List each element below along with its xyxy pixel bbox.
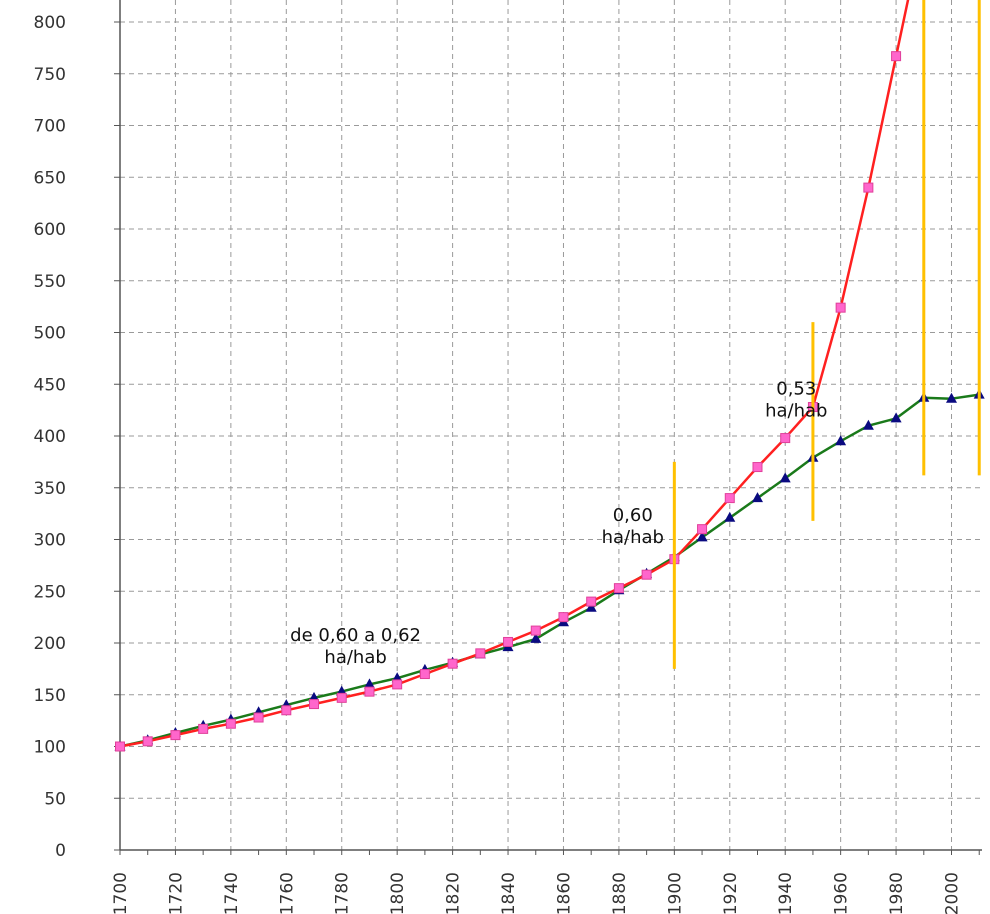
y-tick-label: 600 — [34, 220, 66, 240]
annotation-label: de 0,60 a 0,62 ha/hab — [290, 625, 421, 668]
y-tick-label: 450 — [34, 375, 66, 395]
x-tick-label: 1840 — [499, 872, 519, 914]
data-point-square — [780, 433, 791, 444]
data-point-square — [364, 686, 375, 697]
data-point-triangle — [752, 492, 763, 503]
y-tick-label: 200 — [34, 634, 66, 654]
annotation-line: ha/hab — [602, 527, 664, 548]
data-point-triangle — [530, 632, 542, 643]
x-tick-label: 1860 — [554, 872, 574, 914]
y-tick-label: 300 — [34, 531, 66, 551]
x-tick-label: 2000 — [943, 872, 963, 914]
x-tick-label: 1900 — [665, 872, 685, 914]
y-tick-label: 400 — [34, 427, 66, 447]
y-tick-label: 50 — [44, 789, 66, 809]
data-point-square — [530, 625, 541, 636]
data-point-square — [336, 692, 347, 703]
x-tick-label: 1740 — [222, 872, 242, 914]
data-point-square — [419, 669, 430, 680]
annotation-line: ha/hab — [765, 401, 827, 422]
data-point-square — [309, 699, 320, 710]
y-tick-label: 750 — [34, 65, 66, 85]
annotation-line: de 0,60 a 0,62 — [290, 625, 421, 646]
x-tick-label: 1880 — [610, 872, 630, 914]
y-tick-label: 800 — [34, 13, 66, 33]
annotation-label: 0,53 ha/hab — [765, 379, 827, 422]
data-point-square — [752, 462, 763, 473]
annotation-line: 0,53 — [776, 379, 816, 400]
data-point-square — [281, 705, 292, 716]
x-tick-label: 1980 — [887, 872, 907, 914]
data-point-square — [447, 658, 458, 669]
annotation-label: 0,60 ha/hab — [602, 505, 664, 548]
y-tick-label: 550 — [34, 272, 66, 292]
y-tick-label: 250 — [34, 582, 66, 602]
x-tick-labels: 1700 1720 1740 1760 1780 1800 1820 1840 1860 1880… — [111, 872, 963, 914]
data-point-triangle — [696, 531, 708, 542]
grid-lines — [120, 0, 982, 850]
data-point-square — [641, 569, 652, 580]
data-point-square — [835, 302, 846, 313]
x-tick-label: 1940 — [776, 872, 796, 914]
data-point-square — [863, 182, 874, 193]
data-point-square — [392, 679, 403, 690]
data-series — [114, 0, 985, 752]
x-tick-label: 1760 — [277, 872, 297, 914]
y-tick-label: 700 — [34, 117, 66, 137]
data-point-triangle — [890, 412, 902, 423]
data-point-square — [198, 723, 209, 734]
data-point-square — [724, 493, 735, 504]
data-point-square — [503, 636, 514, 647]
data-point-square — [586, 596, 597, 607]
x-tick-label: 1800 — [388, 872, 408, 914]
x-tick-label: 1920 — [721, 872, 741, 914]
y-tick-label: 500 — [34, 324, 66, 344]
data-point-triangle — [364, 678, 375, 689]
data-point-triangle — [724, 511, 736, 522]
data-point-triangle — [946, 392, 957, 403]
x-tick-label: 1960 — [832, 872, 852, 914]
annotation-line: 0,60 — [613, 505, 653, 526]
vertical-markers — [672, 0, 981, 669]
data-point-square — [225, 718, 236, 729]
data-point-square — [475, 648, 486, 659]
y-tick-label: 150 — [34, 686, 66, 706]
y-tick-label: 650 — [34, 168, 66, 188]
data-point-square — [891, 51, 902, 62]
axes — [114, 0, 982, 855]
y-tick-label: 350 — [34, 479, 66, 499]
data-point-square — [253, 712, 264, 723]
data-point-triangle — [835, 435, 847, 446]
data-point-triangle — [585, 601, 597, 612]
y-tick-labels: 0 50 100 150 200 250 300 350 400 450 500 550 600 650 7… — [34, 13, 66, 861]
annotation-line: ha/hab — [324, 647, 386, 668]
data-point-square — [613, 583, 624, 594]
x-tick-label: 1720 — [166, 872, 186, 914]
x-tick-label: 1820 — [444, 872, 464, 914]
data-point-square — [558, 612, 569, 623]
data-point-square — [697, 524, 708, 535]
data-point-square — [170, 730, 181, 741]
x-tick-label: 1700 — [111, 872, 131, 914]
y-tick-label: 0 — [55, 841, 66, 861]
x-tick-label: 1780 — [333, 872, 353, 914]
data-point-square — [115, 741, 125, 752]
data-point-triangle — [779, 472, 791, 483]
data-point-square — [142, 736, 153, 747]
data-point-triangle — [862, 419, 874, 430]
y-tick-label: 100 — [34, 738, 66, 758]
